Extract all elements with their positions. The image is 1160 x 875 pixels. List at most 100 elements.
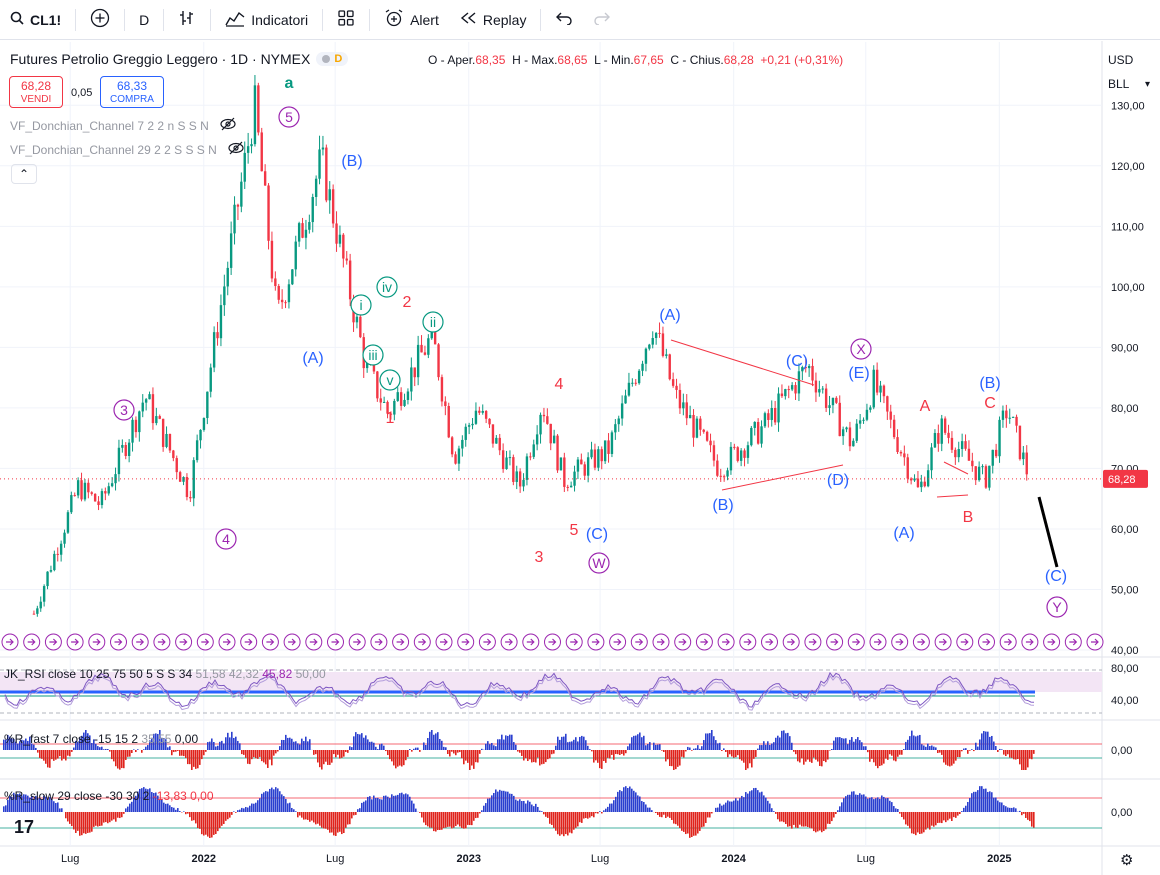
rslow-bar bbox=[883, 796, 885, 812]
alert-button[interactable]: Alert bbox=[374, 0, 449, 40]
rslow-bar bbox=[389, 798, 391, 812]
candle-body bbox=[882, 385, 886, 397]
rfast-bar bbox=[397, 750, 399, 767]
tradingview-logo[interactable]: 17 bbox=[14, 817, 35, 837]
rfast-bar bbox=[561, 736, 563, 750]
rslow-bar bbox=[727, 800, 729, 812]
rfast-bar bbox=[543, 750, 545, 764]
rslow-legend[interactable]: %R_slow 29 close -30 30 2 -13,83 0,00 bbox=[4, 789, 214, 803]
currency-selector[interactable]: USD bbox=[1106, 50, 1152, 70]
rfast-bar bbox=[511, 734, 513, 750]
rfast-bar bbox=[719, 742, 721, 750]
sell-button[interactable]: 68,28 VENDI bbox=[9, 76, 63, 108]
rfast-bar bbox=[557, 736, 559, 750]
candle-body bbox=[998, 419, 1001, 457]
market-status-pill[interactable]: D bbox=[316, 52, 349, 66]
buy-button[interactable]: 68,33 COMPRA bbox=[100, 76, 164, 108]
candle-body bbox=[168, 433, 172, 451]
rfast-bar bbox=[567, 742, 569, 750]
rfast-bar bbox=[671, 750, 673, 767]
layouts-button[interactable] bbox=[327, 0, 365, 40]
indicator-dc7[interactable]: VF_Donchian_Channel 7 2 2 n S S N bbox=[10, 117, 237, 134]
candle-body bbox=[716, 460, 719, 476]
rslow-bar bbox=[231, 812, 233, 815]
rfast-bar bbox=[833, 740, 835, 750]
redo-button[interactable] bbox=[583, 0, 621, 40]
rslow-bar bbox=[243, 808, 245, 812]
gear-icon[interactable]: ⚙ bbox=[1120, 852, 1134, 869]
rslow-bar bbox=[891, 802, 893, 812]
rfast-bar bbox=[573, 739, 575, 750]
rslow-bar bbox=[983, 788, 985, 812]
rfast-bar bbox=[815, 750, 817, 760]
rfast-bar bbox=[231, 731, 233, 750]
rfast-bar bbox=[365, 735, 367, 750]
candle-body bbox=[437, 344, 440, 378]
candle-body bbox=[182, 477, 185, 482]
rslow-bar bbox=[279, 791, 281, 812]
rfast-bar bbox=[1033, 750, 1035, 754]
candle-body bbox=[726, 470, 729, 477]
rfast-bar bbox=[839, 737, 841, 750]
candle-body bbox=[59, 543, 63, 555]
rfast-bar bbox=[219, 741, 221, 750]
indicators-button[interactable]: Indicatori bbox=[215, 0, 318, 40]
compare-button[interactable] bbox=[80, 0, 120, 40]
indicator-dc29[interactable]: VF_Donchian_Channel 29 2 2 S S S N bbox=[10, 141, 245, 158]
rfast-bar bbox=[697, 745, 699, 750]
wave-label: 5 bbox=[285, 109, 293, 125]
time-tick-label: 2025 bbox=[987, 853, 1011, 865]
rsi-legend[interactable]: JK_RSI close 10 25 75 50 5 S S 34 51,58 … bbox=[4, 667, 326, 681]
eye-off-icon[interactable] bbox=[227, 141, 245, 158]
rfast-bar bbox=[239, 743, 241, 750]
rfast-bar bbox=[845, 738, 847, 750]
rfast-bar bbox=[981, 733, 983, 750]
rslow-bar bbox=[263, 792, 265, 812]
rfast-bar bbox=[13, 738, 15, 750]
rfast-bar bbox=[735, 750, 737, 758]
timeframe-button[interactable]: D bbox=[129, 0, 159, 40]
undo-button[interactable] bbox=[545, 0, 583, 40]
rfast-bar bbox=[381, 743, 383, 750]
rslow-bar bbox=[859, 793, 861, 812]
last-price-tag bbox=[1103, 469, 1148, 488]
signal-arrow bbox=[613, 638, 622, 646]
candle-body bbox=[277, 285, 280, 300]
rfast-bar bbox=[659, 744, 661, 750]
rslow-bar bbox=[723, 804, 725, 812]
rslow-bar bbox=[111, 812, 113, 821]
rfast-bar bbox=[801, 750, 803, 759]
rfast-bar bbox=[159, 730, 161, 750]
candle-body bbox=[100, 491, 104, 506]
rslow-bar bbox=[981, 786, 983, 812]
rfast-bar bbox=[361, 733, 363, 750]
symbol-search[interactable]: CL1! bbox=[0, 0, 71, 40]
collapse-legend-button[interactable]: ⌃ bbox=[11, 164, 37, 184]
candle-body bbox=[964, 441, 967, 449]
rslow-bar bbox=[319, 812, 321, 826]
eye-off-icon[interactable] bbox=[219, 117, 237, 134]
candle-body bbox=[338, 234, 342, 244]
rslow-bar bbox=[117, 812, 119, 818]
rslow-bar bbox=[535, 803, 537, 812]
rslow-bar bbox=[951, 812, 953, 821]
rfast-bar bbox=[1003, 750, 1005, 755]
rslow-bar bbox=[799, 812, 801, 825]
rfast-bar bbox=[33, 744, 35, 750]
candle-body bbox=[321, 147, 325, 150]
rslow-bar bbox=[419, 812, 421, 813]
rfast-bar bbox=[83, 732, 85, 750]
candle-body bbox=[967, 448, 971, 461]
chart-type-button[interactable] bbox=[168, 0, 206, 40]
replay-button[interactable]: Replay bbox=[449, 0, 537, 40]
rfast-bar bbox=[969, 750, 971, 751]
rfast-bar bbox=[775, 737, 777, 750]
candle-body bbox=[583, 464, 586, 476]
candle-body bbox=[590, 449, 593, 458]
bars-chart-icon bbox=[178, 9, 196, 30]
rslow-bar bbox=[123, 812, 125, 814]
rfast-legend[interactable]: %R_fast 7 close -15 15 2 35,55 0,00 bbox=[4, 732, 198, 746]
unit-selector[interactable]: BLL ▾ bbox=[1106, 74, 1152, 94]
rfast-bar bbox=[317, 750, 319, 763]
